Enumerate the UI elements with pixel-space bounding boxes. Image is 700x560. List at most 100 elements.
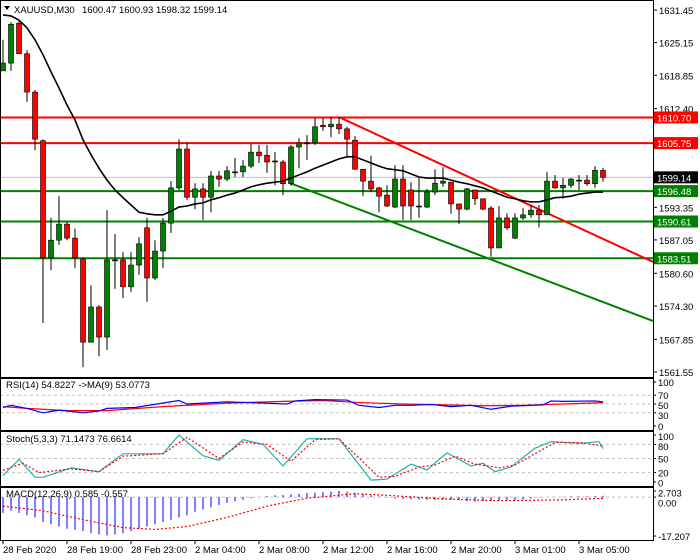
dropdown-triangle-icon[interactable] [4, 6, 10, 10]
candle-bullish [560, 184, 566, 189]
price-tick-label: 1631.45 [659, 6, 693, 17]
trendline-resistance [339, 116, 654, 263]
price-tag [654, 215, 698, 228]
axis-tick-label: 80 [658, 442, 669, 453]
panel-frame [0, 487, 654, 541]
rsi-ma-line [2, 399, 604, 412]
candle-bullish [56, 223, 62, 241]
price-tag-label: 1605.75 [657, 139, 691, 150]
candle-bullish [8, 23, 14, 64]
price-tick-label: 1561.55 [659, 368, 693, 379]
trendline-support [289, 182, 654, 322]
price-tag-label: 1583.51 [657, 254, 691, 265]
time-label: 2 Mar 20:00 [451, 545, 502, 556]
rsi-line [2, 398, 604, 414]
candle-bullish [392, 178, 398, 208]
candle-bullish [296, 142, 302, 148]
macd-label: MACD(12,26,9) 0.585 -0.557 [6, 489, 128, 500]
price-tag-label: 1599.14 [657, 173, 691, 184]
axis-tick-label: 100 [658, 432, 674, 443]
candle-bullish [512, 217, 518, 239]
candle-bullish [440, 180, 446, 184]
candle-bearish [384, 194, 390, 207]
axis-tick-label: -17.207 [658, 532, 690, 543]
candle-bullish [224, 170, 230, 180]
candle-bearish [120, 259, 126, 288]
candle-bearish [448, 181, 454, 205]
candle-bearish [96, 306, 102, 338]
axis-tick-label: 100 [658, 378, 674, 389]
rsi-label: RSI(14) 54.8227 ->MA(9) 53.0773 [6, 380, 150, 391]
candle-bearish [304, 142, 310, 145]
panel-frame [0, 378, 654, 431]
price-panel[interactable]: 1631.45 1625.15 1618.85 1612.40 1593.35 1587.… [0, 6, 698, 379]
candle-bearish [472, 189, 478, 200]
price-tag [654, 171, 698, 184]
candle-bullish [168, 187, 174, 224]
candle-bullish [544, 180, 550, 216]
candle-bearish [344, 128, 350, 140]
candle-bearish [488, 207, 494, 249]
macd-panel[interactable] [0, 490, 656, 537]
candle-bearish [376, 187, 382, 197]
candle-bullish [152, 250, 158, 279]
candle-bearish [72, 237, 78, 259]
time-label: 2 Mar 04:00 [195, 545, 246, 556]
time-label: 3 Mar 01:00 [515, 545, 566, 556]
candle-bearish [216, 175, 222, 180]
price-tag-label: 1590.61 [657, 217, 691, 228]
axis-tick-label: 20 [658, 469, 669, 480]
candle-bullish [568, 178, 574, 186]
axis-tick-label: 0.00 [658, 499, 677, 510]
candle-bearish [584, 179, 590, 185]
candle-bullish [176, 148, 182, 189]
price-tick-label: 1618.85 [659, 71, 693, 82]
panel-frame [0, 431, 654, 487]
time-label: 28 Feb 19:00 [67, 545, 123, 556]
time-label: 2 Mar 08:00 [259, 545, 310, 556]
ohlc-values: 1600.47 1600.93 1598.32 1599.14 [82, 5, 227, 16]
candle-bearish [576, 179, 582, 182]
candle-bearish [536, 209, 542, 216]
candle-bullish [88, 306, 94, 343]
stoch-signal-line [2, 436, 604, 478]
candle-bullish [192, 188, 198, 198]
price-tick-label: 1625.15 [659, 39, 693, 50]
candle-bullish [288, 146, 294, 185]
candle-bearish [552, 180, 558, 189]
candle-bearish [24, 53, 30, 93]
candle-bullish [104, 259, 110, 338]
time-label: 2 Mar 12:00 [323, 545, 374, 556]
price-tick-label: 1593.35 [659, 203, 693, 214]
axis-tick-label: 70 [658, 391, 669, 402]
candle-bearish [320, 124, 326, 128]
price-tick-label: 1612.40 [659, 105, 693, 116]
time-label: 28 Feb 23:00 [131, 545, 187, 556]
candle-bullish [248, 151, 254, 167]
rsi-panel[interactable] [0, 381, 656, 427]
candle-bearish [336, 123, 342, 130]
candle-bullish [328, 123, 334, 128]
candle-bullish [312, 126, 318, 144]
stoch-label: Stoch(5,3,3) 71.1473 76.6614 [6, 434, 132, 445]
stochastic-panel[interactable] [0, 434, 656, 483]
candle-bullish [136, 243, 142, 266]
candle-bearish [416, 205, 422, 208]
price-tick-label: 1587.05 [659, 236, 693, 247]
candle-bearish [400, 178, 406, 207]
candle-bearish [64, 223, 70, 239]
price-tag-label: 1596.48 [657, 187, 691, 198]
candle-bearish [16, 22, 22, 55]
candle-bullish [496, 217, 502, 249]
candle-bearish [32, 91, 38, 140]
candle-bullish [0, 62, 6, 72]
candle-bearish [264, 154, 270, 163]
chart-header: XAUUSD,M30 1600.47 1600.93 1598.32 1599.… [4, 5, 227, 16]
candle-bullish [432, 182, 438, 193]
macd-signal-line [2, 493, 604, 531]
candle-bullish [240, 165, 246, 173]
price-tick-label: 1574.30 [659, 302, 693, 313]
price-tag [654, 252, 698, 265]
candle-bearish [368, 180, 374, 190]
